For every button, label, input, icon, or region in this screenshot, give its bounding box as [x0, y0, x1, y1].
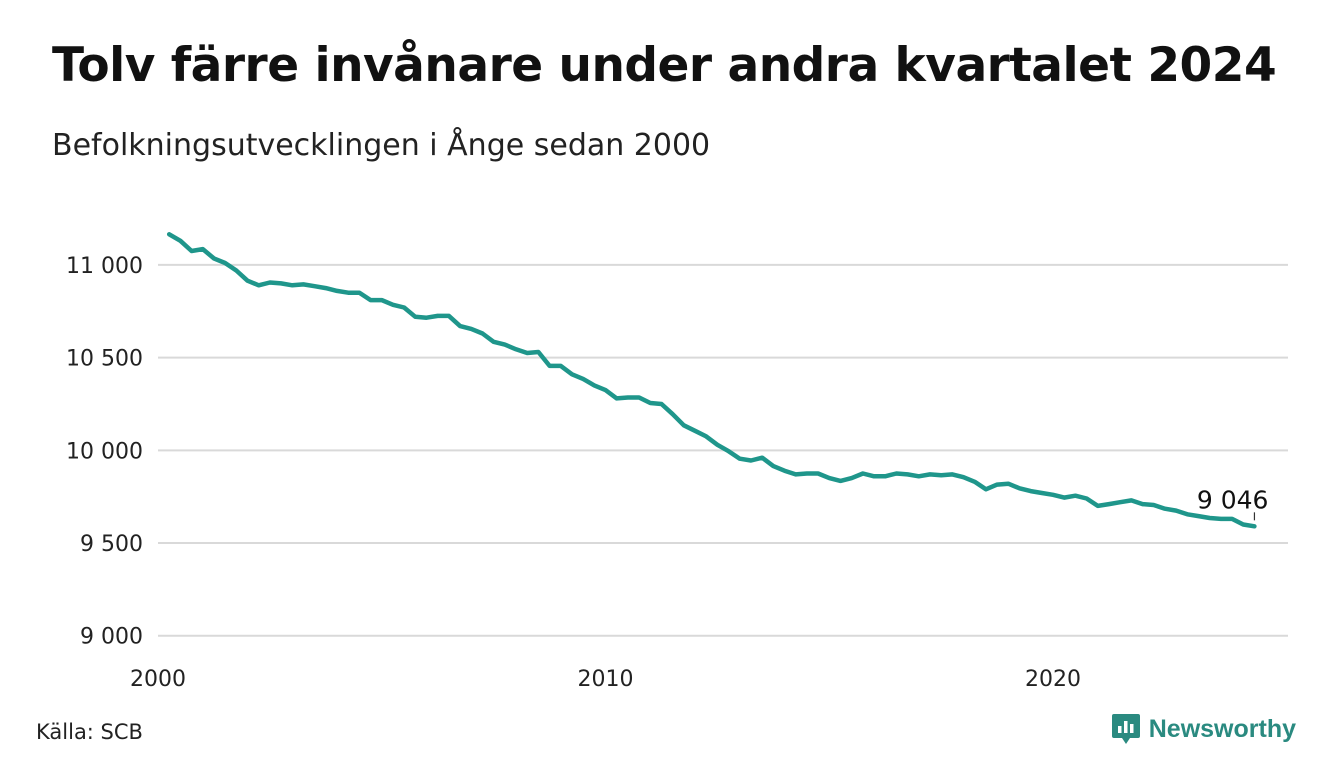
- y-tick-label: 10 500: [66, 347, 143, 372]
- series-line: [166, 232, 1257, 529]
- source-note: Källa: SCB: [36, 720, 143, 744]
- chart-subtitle: Befolkningsutvecklingen i Ånge sedan 200…: [52, 128, 711, 163]
- y-tick-label: 10 000: [66, 439, 143, 464]
- chart-title: Tolv färre invånare under andra kvartale…: [52, 38, 1277, 93]
- y-tick-label: 9 500: [80, 532, 143, 557]
- end-value-label: 9 046: [1197, 485, 1269, 514]
- x-tick-label: 2010: [578, 667, 634, 692]
- line-chart: 9 000 9 500 10 000 10 500 11 000 2000 2010 2020…: [66, 232, 1288, 692]
- x-tick-label: 2000: [130, 667, 186, 692]
- brand-name: Newsworthy: [1148, 714, 1296, 743]
- x-tick-label: 2020: [1025, 667, 1081, 692]
- y-tick-label: 9 000: [80, 625, 143, 650]
- brand-logo: Newsworthy: [1111, 712, 1296, 746]
- y-tick-label: 11 000: [66, 254, 143, 279]
- newsworthy-logo-icon: [1111, 714, 1140, 744]
